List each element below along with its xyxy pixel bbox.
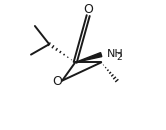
Text: NH: NH	[106, 49, 123, 59]
Text: O: O	[53, 75, 63, 88]
Text: 2: 2	[116, 53, 122, 62]
Polygon shape	[75, 53, 102, 62]
Text: O: O	[83, 3, 93, 16]
